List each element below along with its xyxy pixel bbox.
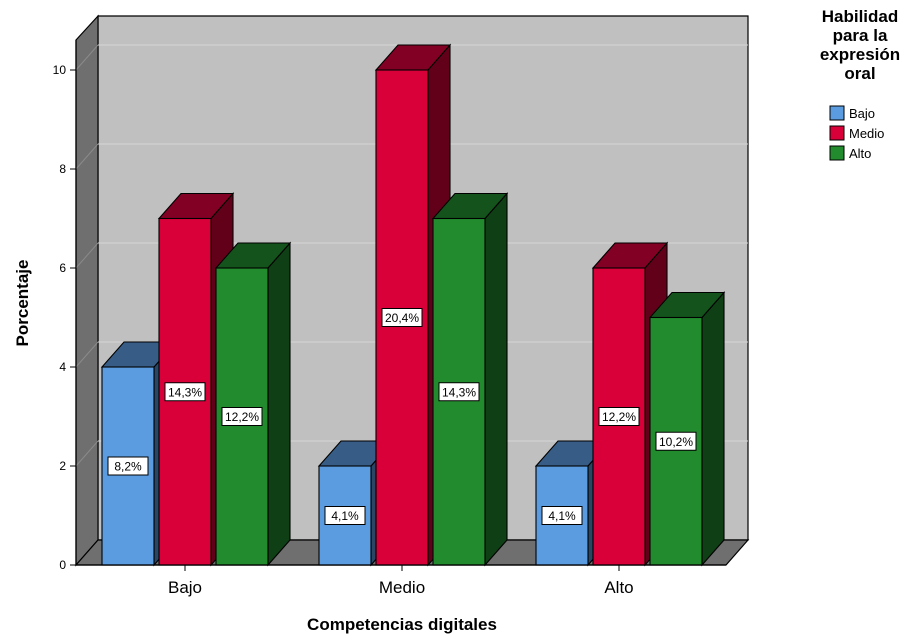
data-label: 10,2% <box>655 431 697 451</box>
bar-side <box>701 291 725 567</box>
legend-swatch <box>829 125 845 141</box>
bar-side <box>267 241 291 567</box>
y-tick-label: 10 <box>53 63 67 77</box>
data-label-text: 12,2% <box>602 410 636 424</box>
data-label-text: 14,3% <box>168 385 202 399</box>
data-label: 12,2% <box>598 407 640 426</box>
data-label-text: 4,1% <box>331 509 359 523</box>
legend-title-line: expresión <box>820 45 900 64</box>
data-label: 4,1% <box>541 506 583 525</box>
data-label-text: 20,4% <box>385 311 419 325</box>
legend-item-label: Medio <box>849 126 884 141</box>
x-tick-label: Alto <box>604 578 633 597</box>
y-axis-label: Porcentaje <box>13 260 32 347</box>
y-tick-label: 4 <box>59 360 66 374</box>
data-label-box <box>164 382 206 402</box>
data-label: 14,3% <box>438 382 480 402</box>
data-label-box <box>541 506 583 525</box>
data-label-text: 8,2% <box>114 460 142 474</box>
legend: Habilidad para la expresión oral Bajo Medio A… <box>820 7 900 161</box>
y-tick-label: 6 <box>59 261 66 275</box>
gridline-side <box>75 440 99 467</box>
bar-alto-alto <box>648 291 726 567</box>
data-label-text: 10,2% <box>659 435 693 449</box>
data-label-box <box>381 308 423 327</box>
bar-bajo-alto <box>214 241 292 567</box>
legend-title: Habilidad para la expresión oral <box>820 7 900 83</box>
legend-title-line: Habilidad <box>822 7 899 26</box>
legend-item-bajo: Bajo <box>829 105 875 121</box>
legend-item-label: Alto <box>849 146 871 161</box>
x-tick-label: Medio <box>379 578 425 597</box>
data-label-box <box>438 382 480 402</box>
data-label-box <box>655 431 697 451</box>
data-label: 12,2% <box>221 407 263 426</box>
y-axis-ticks: 0 2 4 6 8 10 <box>53 63 76 572</box>
data-label-box <box>221 407 263 426</box>
legend-items: Bajo Medio Alto <box>829 105 884 161</box>
data-label-text: 12,2% <box>225 410 259 424</box>
data-label-box <box>324 506 366 525</box>
bar-medio-alto <box>431 192 509 567</box>
y-tick-label: 8 <box>59 162 66 176</box>
data-label-text: 14,3% <box>442 385 476 399</box>
legend-swatch <box>829 145 845 161</box>
data-label: 8,2% <box>107 456 149 476</box>
gridline-side <box>75 143 99 170</box>
legend-title-line: para la <box>833 26 888 45</box>
bars <box>100 43 726 567</box>
y-tick-label: 0 <box>59 558 66 572</box>
plot-side-wall <box>75 14 99 567</box>
gridline-side <box>75 242 99 269</box>
y-tick-label: 2 <box>59 459 66 473</box>
legend-swatch <box>829 105 845 121</box>
bar-side <box>484 192 508 567</box>
legend-item-medio: Medio <box>829 125 884 141</box>
data-labels: 8,2% 14,3% 12,2% 4,1% 20,4% 14,3% 4,1% 12,2% 10,… <box>107 308 697 525</box>
x-axis-label: Competencias digitales <box>307 615 497 634</box>
data-label: 14,3% <box>164 382 206 402</box>
x-axis-ticks: Bajo Medio Alto <box>75 40 726 597</box>
x-tick-label: Bajo <box>168 578 202 597</box>
data-label-box <box>107 456 149 476</box>
legend-item-label: Bajo <box>849 106 875 121</box>
legend-title-line: oral <box>844 64 875 83</box>
data-label: 20,4% <box>381 308 423 327</box>
data-label: 4,1% <box>324 506 366 525</box>
gridline-side <box>75 341 99 368</box>
gridline-side <box>75 44 99 71</box>
data-label-box <box>598 407 640 426</box>
data-label-text: 4,1% <box>548 509 576 523</box>
legend-item-alto: Alto <box>829 145 871 161</box>
